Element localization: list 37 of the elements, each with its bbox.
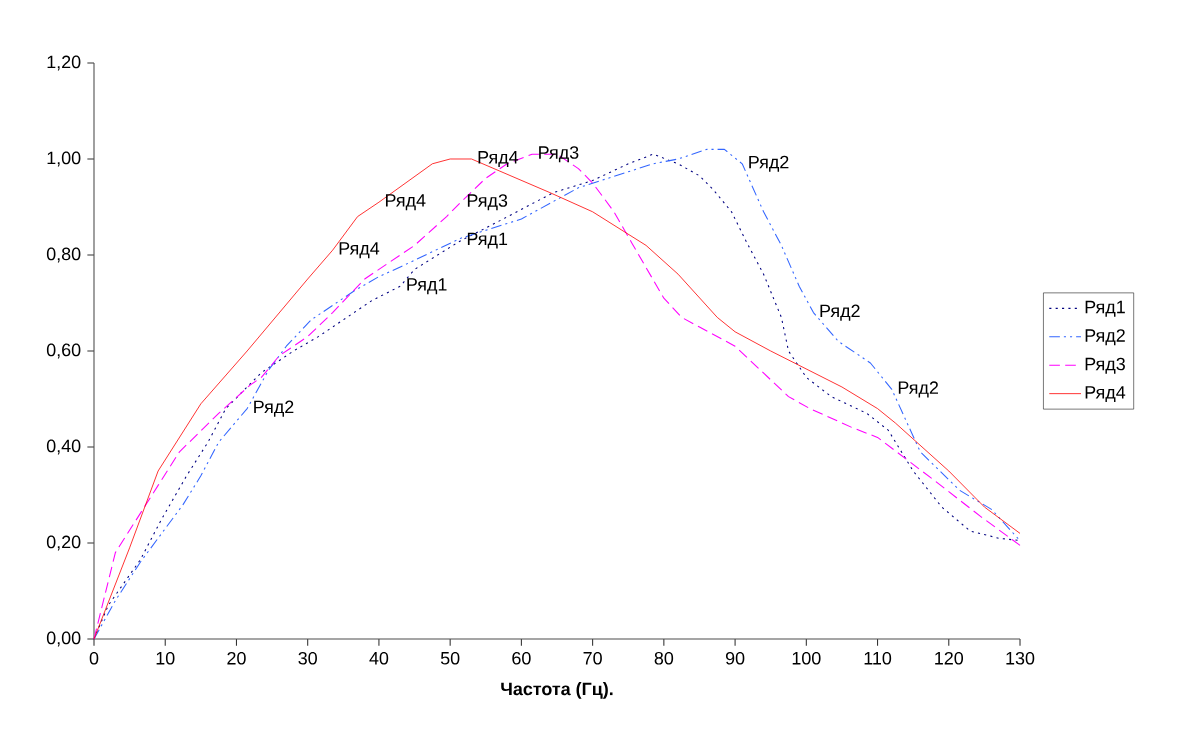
x-tick-label: 110 <box>864 651 892 665</box>
y-tick-label: 0,60 <box>46 343 81 359</box>
legend-label: Ряд3 <box>1085 357 1125 374</box>
annotation: Ряд2 <box>820 304 860 321</box>
x-tick-label: 60 <box>512 651 531 665</box>
annotation: Ряд4 <box>385 194 426 211</box>
annotation: Ряд4 <box>339 242 380 259</box>
legend-label: Ряд2 <box>1085 329 1125 346</box>
y-tick-label: 0,20 <box>46 535 81 551</box>
x-tick-label: 70 <box>583 651 602 665</box>
x-tick-label: 90 <box>725 651 745 665</box>
x-tick-label: 30 <box>298 651 317 665</box>
legend-label: Ряд4 <box>1085 386 1126 403</box>
x-tick-label: 50 <box>440 651 460 665</box>
annotation: Ряд2 <box>898 381 938 398</box>
annotation: Ряд1 <box>467 232 508 249</box>
y-tick-label: 1,20 <box>47 55 81 71</box>
x-tick-label: 130 <box>1006 651 1035 665</box>
x-tick-label: 10 <box>156 651 175 665</box>
y-tick-label: 0,80 <box>46 247 81 263</box>
x-tick-label: 20 <box>227 651 246 665</box>
x-tick-label: 120 <box>935 651 964 665</box>
annotation: Ряд3 <box>539 146 579 163</box>
annotation: Ряд1 <box>407 278 447 295</box>
x-tick-label: 80 <box>654 651 674 665</box>
annotation: Ряд3 <box>467 194 508 211</box>
annotation: Ряд4 <box>478 151 519 167</box>
x-tick-label: 100 <box>792 651 821 665</box>
x-axis-title: Частота (Гц). <box>501 682 613 699</box>
legend-label: Ряд1 <box>1085 300 1125 317</box>
y-tick-label: 1,00 <box>47 151 81 167</box>
x-tick-label: 40 <box>369 651 389 665</box>
y-tick-label: 0,40 <box>46 439 81 455</box>
annotation: Ряд2 <box>749 155 789 172</box>
x-tick-label: 0 <box>89 651 99 665</box>
annotation: Ряд2 <box>254 400 294 417</box>
y-tick-label: 0,00 <box>46 631 81 647</box>
